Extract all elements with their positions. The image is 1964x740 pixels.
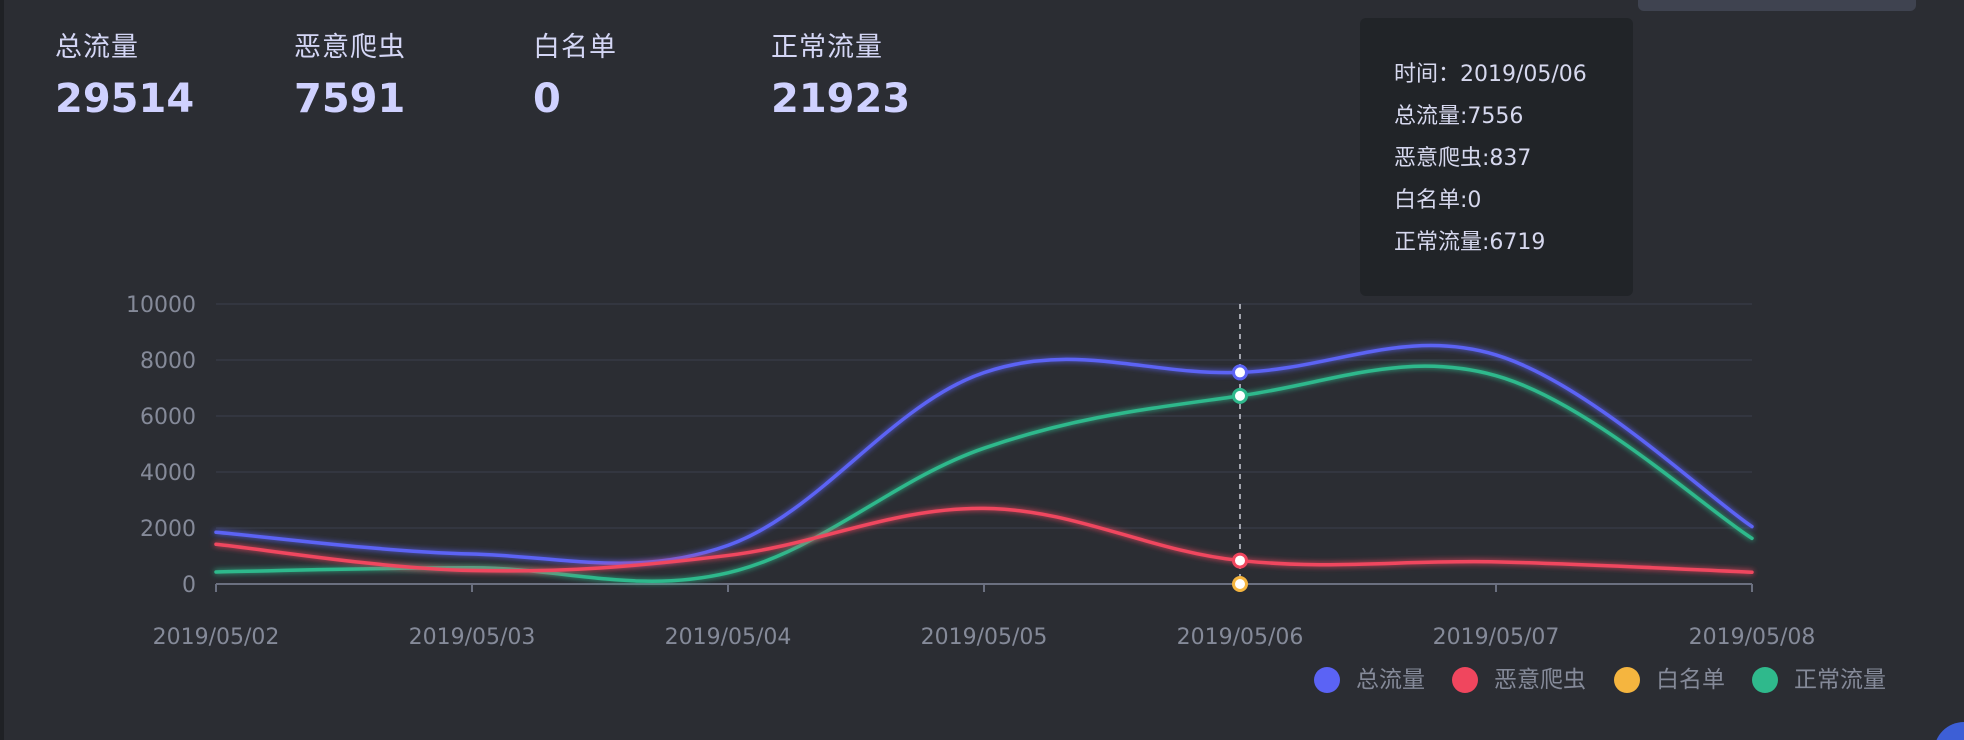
tooltip-malicious: 恶意爬虫:837: [1394, 146, 1532, 171]
left-edge-divider: [0, 0, 4, 740]
x-tick-label: 2019/05/04: [665, 625, 792, 650]
legend-dot: [1752, 667, 1778, 693]
stat-whitelist: 白名单 0: [533, 30, 753, 124]
legend-dot: [1614, 667, 1640, 693]
series-line-3[interactable]: [214, 364, 1754, 583]
legend-dot: [1314, 667, 1340, 693]
tooltip-normal: 正常流量:6719: [1394, 230, 1546, 255]
y-tick-label: 10000: [126, 293, 196, 318]
stat-label: 总流量: [55, 32, 139, 63]
stat-value: 21923: [771, 76, 911, 122]
series-line-0[interactable]: [214, 343, 1754, 565]
stat-label: 正常流量: [771, 32, 883, 63]
stat-value: 7591: [294, 76, 406, 122]
stat-total-traffic: 总流量 29514: [55, 30, 275, 124]
stat-normal-traffic: 正常流量 21923: [771, 30, 991, 124]
stat-value: 0: [533, 76, 561, 122]
x-tick-label: 2019/05/03: [409, 625, 536, 650]
tooltip-whitelist: 白名单:0: [1394, 188, 1482, 213]
x-tick-label: 2019/05/08: [1689, 625, 1816, 650]
chart-legend: 总流量 恶意爬虫 白名单 正常流量: [0, 664, 1964, 696]
y-tick-label: 4000: [140, 461, 196, 486]
stat-malicious-crawler: 恶意爬虫 7591: [294, 30, 514, 124]
chart-tooltip: 时间：2019/05/06 总流量:7556 恶意爬虫:837 白名单:0 正常…: [1360, 18, 1633, 296]
top-tab-button[interactable]: [1638, 0, 1916, 11]
legend-dot: [1452, 667, 1478, 693]
legend-label: 正常流量: [1794, 667, 1886, 693]
series-line-1[interactable]: [214, 506, 1754, 574]
stat-value: 29514: [55, 76, 195, 122]
highlight-point-0[interactable]: [1232, 364, 1248, 381]
y-tick-label: 8000: [140, 349, 196, 374]
x-tick-label: 2019/05/07: [1433, 625, 1560, 650]
y-tick-label: 0: [182, 573, 196, 598]
legend-label: 白名单: [1656, 667, 1725, 693]
legend-label: 总流量: [1356, 667, 1425, 693]
highlight-point-1[interactable]: [1232, 552, 1248, 569]
x-tick-label: 2019/05/06: [1177, 625, 1304, 650]
x-tick-label: 2019/05/05: [921, 625, 1048, 650]
y-tick-label: 2000: [140, 517, 196, 542]
x-tick-label: 2019/05/02: [153, 625, 280, 650]
legend-label: 恶意爬虫: [1494, 667, 1586, 693]
stat-label: 白名单: [533, 32, 617, 63]
highlight-point-2[interactable]: [1232, 576, 1248, 592]
highlight-point-3[interactable]: [1232, 387, 1248, 404]
y-tick-label: 6000: [140, 405, 196, 430]
stat-label: 恶意爬虫: [294, 32, 406, 63]
tooltip-time: 时间：2019/05/06: [1394, 62, 1587, 87]
summary-stats: 总流量 29514 恶意爬虫 7591 白名单 0 正常流量 21923: [55, 30, 955, 130]
tooltip-total: 总流量:7556: [1394, 104, 1524, 129]
